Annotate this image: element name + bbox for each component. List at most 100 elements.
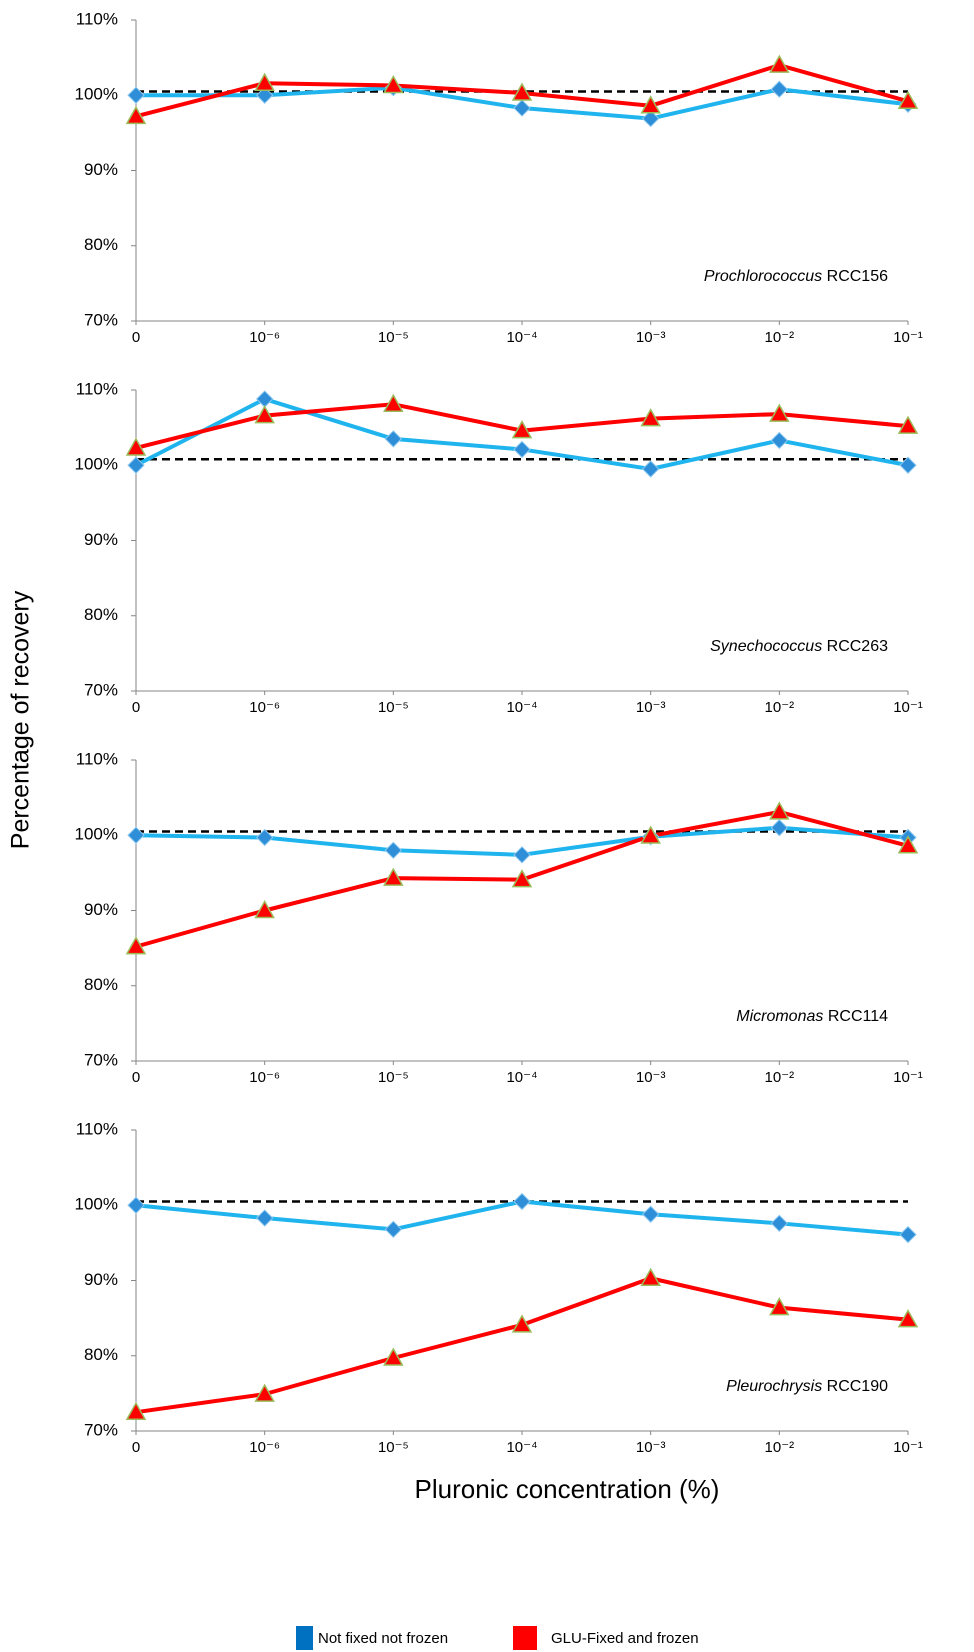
data-point bbox=[254, 899, 275, 919]
x-tick-label: 10⁻⁵ bbox=[378, 1069, 409, 1086]
data-point bbox=[511, 869, 533, 888]
data-point bbox=[127, 86, 145, 104]
data-point bbox=[125, 1401, 147, 1420]
x-axis-label: Pluronic concentration (%) bbox=[415, 1474, 720, 1504]
data-point bbox=[769, 1297, 790, 1316]
data-point bbox=[383, 867, 404, 886]
y-tick-label: 100% bbox=[75, 1195, 118, 1214]
data-point bbox=[125, 936, 147, 955]
x-tick-label: 10⁻⁴ bbox=[506, 329, 537, 346]
data-point bbox=[640, 1267, 661, 1286]
data-point bbox=[255, 828, 274, 847]
data-point bbox=[897, 415, 919, 434]
data-point bbox=[127, 456, 145, 474]
data-point bbox=[899, 1225, 917, 1244]
x-tick-label: 0 bbox=[132, 329, 140, 346]
x-tick-label: 10⁻⁵ bbox=[378, 699, 409, 716]
data-point bbox=[640, 408, 661, 427]
species-name: Micromonas bbox=[736, 1008, 823, 1025]
data-point bbox=[641, 460, 660, 478]
panel-annotation: Synechococcus RCC263 bbox=[710, 638, 888, 655]
x-tick-label: 0 bbox=[132, 699, 140, 716]
y-tick-label: 110% bbox=[76, 379, 118, 398]
y-tick-label: 80% bbox=[84, 1345, 118, 1364]
strain-name: RCC263 bbox=[827, 638, 888, 655]
x-tick-label: 10⁻⁵ bbox=[378, 329, 409, 346]
data-point bbox=[641, 109, 660, 128]
data-point bbox=[640, 95, 661, 114]
data-point bbox=[770, 1214, 789, 1233]
data-point bbox=[125, 437, 147, 456]
data-point bbox=[513, 1192, 531, 1211]
y-tick-label: 90% bbox=[84, 1270, 118, 1289]
data-point bbox=[384, 430, 403, 448]
x-tick-label: 10⁻³ bbox=[636, 329, 666, 346]
y-tick-label: 100% bbox=[75, 825, 118, 844]
x-tick-label: 10⁻⁶ bbox=[249, 1069, 280, 1086]
data-point bbox=[384, 841, 403, 860]
x-tick-label: 10⁻² bbox=[765, 1069, 795, 1086]
x-tick-label: 10⁻⁶ bbox=[249, 1439, 280, 1456]
y-tick-label: 80% bbox=[84, 975, 118, 994]
species-name: Synechococcus bbox=[710, 638, 822, 655]
x-tick-label: 10⁻³ bbox=[636, 1439, 666, 1456]
y-tick-label: 80% bbox=[84, 235, 118, 254]
data-point bbox=[127, 1196, 145, 1214]
data-point bbox=[255, 86, 274, 104]
y-tick-label: 90% bbox=[84, 160, 118, 179]
data-point bbox=[513, 846, 531, 864]
data-point bbox=[641, 1205, 660, 1223]
y-tick-label: 70% bbox=[84, 310, 118, 329]
data-point bbox=[899, 456, 917, 474]
data-point bbox=[511, 420, 533, 439]
data-point bbox=[383, 74, 404, 94]
x-tick-label: 10⁻⁶ bbox=[249, 329, 280, 346]
panel-annotation: Pleurochrysis RCC190 bbox=[726, 1378, 888, 1395]
x-tick-label: 10⁻⁵ bbox=[378, 1439, 409, 1456]
data-point bbox=[383, 1347, 404, 1366]
y-tick-label: 90% bbox=[84, 900, 118, 919]
panel-annotation: Micromonas RCC114 bbox=[736, 1008, 888, 1025]
data-point bbox=[769, 54, 790, 73]
data-point bbox=[640, 825, 661, 844]
x-tick-label: 10⁻⁶ bbox=[249, 699, 280, 716]
data-point bbox=[254, 72, 275, 91]
data-point bbox=[897, 90, 919, 110]
strain-name: RCC156 bbox=[827, 268, 888, 285]
legend-swatch bbox=[296, 1626, 313, 1650]
y-axis-label: Percentage of recovery bbox=[7, 590, 35, 849]
x-tick-label: 10⁻² bbox=[765, 699, 795, 716]
data-point bbox=[255, 1209, 274, 1227]
data-point bbox=[769, 801, 790, 820]
legend-label: GLU-Fixed and frozen bbox=[551, 1630, 699, 1647]
data-point bbox=[127, 826, 145, 844]
y-tick-label: 110% bbox=[76, 9, 118, 28]
strain-name: RCC114 bbox=[828, 1008, 888, 1025]
panel: 70% 80% 90% 100% 110% 0 10⁻⁶ 10⁻⁵ 10⁻⁴ 10⁻³ 10⁻² 10… bbox=[75, 1119, 923, 1455]
data-point bbox=[254, 405, 275, 424]
y-tick-label: 70% bbox=[84, 1050, 118, 1069]
x-tick-label: 10⁻³ bbox=[636, 699, 666, 716]
panel-annotation: Prochlorococcus RCC156 bbox=[704, 268, 888, 285]
y-tick-label: 70% bbox=[84, 1420, 118, 1439]
data-point bbox=[513, 99, 531, 117]
x-tick-label: 0 bbox=[132, 1439, 140, 1456]
y-tick-label: 110% bbox=[76, 1119, 118, 1138]
x-tick-label: 10⁻⁴ bbox=[506, 699, 537, 716]
data-point bbox=[897, 835, 919, 854]
x-tick-label: 10⁻¹ bbox=[893, 329, 923, 346]
legend-label: Not fixed not frozen bbox=[318, 1630, 448, 1647]
data-point bbox=[770, 80, 789, 98]
x-tick-label: 10⁻³ bbox=[636, 1069, 666, 1086]
data-point bbox=[383, 393, 404, 413]
data-point bbox=[770, 819, 789, 837]
data-point bbox=[254, 1383, 275, 1402]
panel: 70% 80% 90% 100% 110% 0 10⁻⁶ 10⁻⁵ 10⁻⁴ 10⁻³ 10⁻² 10… bbox=[75, 9, 923, 345]
x-tick-label: 10⁻⁴ bbox=[506, 1439, 537, 1456]
x-tick-label: 10⁻⁴ bbox=[506, 1069, 537, 1086]
data-point bbox=[125, 105, 147, 125]
species-name: Pleurochrysis bbox=[726, 1378, 822, 1395]
y-tick-label: 100% bbox=[75, 85, 118, 104]
data-point bbox=[897, 1309, 919, 1328]
